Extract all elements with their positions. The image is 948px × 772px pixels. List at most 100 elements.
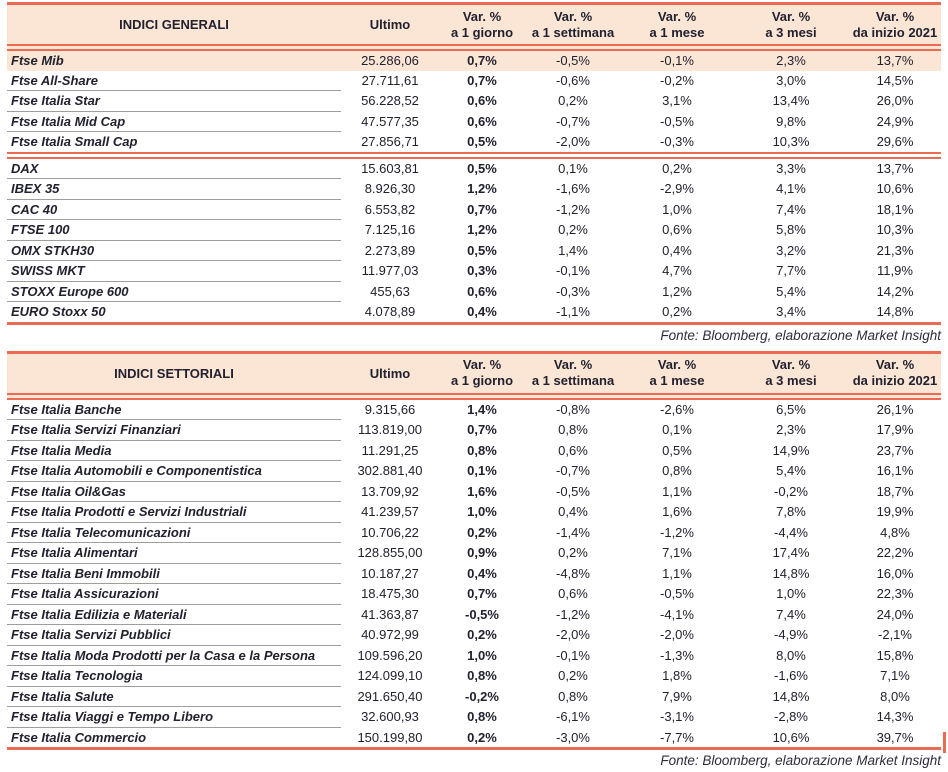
table-row: Ftse Italia Commercio 150.199,80 0,2% -3,0%… — [7, 727, 941, 749]
ultimo-cell: 7.125,16 — [364, 222, 416, 238]
var-1m-cell: -0,1% — [621, 51, 733, 71]
var-1w-cell: 0,4% — [558, 504, 588, 520]
var-1d-cell: 0,2% — [467, 524, 497, 540]
var-1m-cell: 7,1% — [662, 545, 692, 561]
ultimo-cell: 32.600,93 — [361, 709, 419, 725]
var-1m-cell: 0,6% — [662, 222, 692, 238]
var-1d-cell: 0,8% — [467, 709, 497, 725]
table-row: Ftse Italia Banche 9.315,66 1,4% -0,8% -2,6%… — [7, 399, 941, 420]
index-name-cell: STOXX Europe 600 — [7, 281, 341, 302]
var-3m-cell: 2,3% — [776, 422, 806, 438]
var-1w-cell: -4,8% — [556, 565, 590, 581]
var-1w-cell: 0,2% — [558, 93, 588, 109]
var-3m-cell: 7,4% — [776, 201, 806, 217]
var-1d-cell: 1,6% — [467, 483, 497, 499]
var-1m-cell: -2,0% — [660, 627, 694, 643]
var-1m-cell: 0,2% — [662, 161, 692, 176]
var-ytd-cell: 39,7% — [876, 729, 914, 745]
var-1d-cell: 0,7% — [467, 73, 497, 88]
var-1m-cell: -0,5% — [660, 586, 694, 602]
index-name-cell: Ftse Italia Media — [7, 440, 341, 461]
var-1m-cell: 1,6% — [662, 504, 692, 520]
source-note: Fonte: Bloomberg, elaborazione Market In… — [660, 753, 941, 768]
var-1d-cell: 0,6% — [467, 283, 497, 299]
var-1w-cell: -1,4% — [556, 524, 590, 540]
col-header-ultimo: Ultimo — [341, 352, 439, 393]
var-1w-cell: 0,8% — [558, 422, 588, 438]
var-3m-cell: -1,6% — [774, 668, 808, 684]
table-row: CAC 40 6.553,82 0,7% -1,2% 1,0% 7,4% 18,1% — [7, 199, 941, 220]
var-3m-cell: 4,1% — [776, 181, 806, 197]
var-ytd-cell: 14,3% — [876, 709, 914, 725]
var-ytd-cell: 14,8% — [876, 304, 914, 319]
var-1m-cell: -1,3% — [660, 647, 694, 663]
var-1d-cell: 0,4% — [467, 565, 497, 581]
var-ytd-cell: 18,1% — [876, 201, 914, 217]
var-ytd-cell: 19,9% — [876, 504, 914, 520]
indici-settoriali-header: INDICI SETTORIALI Ultimo Var. % a 1 giorn… — [7, 352, 941, 400]
var-ytd-cell: 13,7% — [876, 161, 914, 176]
col-header-var-1d: Var. % a 1 giorno — [439, 3, 525, 44]
table-row: Ftse Mib 25.286,06 0,7% -0,5% -0,1% 2,3% 13,7% — [7, 51, 941, 71]
index-name-cell: EURO Stoxx 50 — [11, 304, 106, 320]
index-name-cell: Ftse Italia Assicurazioni — [7, 583, 341, 605]
var-1d-cell: 0,5% — [467, 161, 497, 176]
indici-settoriali-table: INDICI SETTORIALI Ultimo Var. % a 1 giorn… — [7, 350, 941, 750]
col-header-var-3m: Var. % a 3 mesi — [733, 352, 849, 393]
header-divider — [7, 392, 941, 400]
var-1m-cell: -0,5% — [660, 113, 694, 129]
var-1w-cell: -1,2% — [556, 606, 590, 622]
var-1d-cell: 1,0% — [467, 647, 497, 663]
var-3m-cell: 17,4% — [772, 545, 810, 561]
var-ytd-cell: 21,3% — [876, 242, 914, 258]
index-name-cell: IBEX 35 — [7, 178, 341, 200]
table-row: Ftse Italia Servizi Finanziari 113.819,00… — [7, 419, 941, 441]
table-row: Ftse Italia Salute 291.650,40 -0,2% 0,8% 7,9… — [7, 686, 941, 707]
ultimo-cell: 15.603,81 — [361, 161, 419, 176]
var-1m-cell: 0,8% — [662, 463, 692, 479]
table-row: OMX STKH30 2.273,89 0,5% 1,4% 0,4% 3,2% 21,3% — [7, 240, 941, 261]
table-row: Ftse Italia Edilizia e Materiali 41.363,8… — [7, 604, 941, 625]
var-ytd-cell: 14,5% — [876, 73, 914, 88]
var-1m-cell: 1,1% — [662, 565, 692, 581]
table-title: INDICI SETTORIALI — [7, 352, 341, 393]
index-name-cell: Ftse Italia Commercio — [11, 729, 147, 745]
var-3m-cell: 14,8% — [772, 688, 810, 704]
ultimo-cell: 18.475,30 — [361, 586, 419, 602]
var-1d-cell: 1,2% — [467, 181, 497, 197]
var-ytd-cell: 26,0% — [876, 93, 914, 109]
col-header-var-1m: Var. % a 1 mese — [621, 3, 733, 44]
var-1m-cell: 7,9% — [662, 688, 692, 704]
var-1m-cell: -2,9% — [660, 181, 694, 197]
var-1w-cell: -2,0% — [556, 134, 590, 149]
index-name-cell: CAC 40 — [7, 199, 341, 220]
var-3m-cell: 6,5% — [776, 402, 806, 417]
table-row: STOXX Europe 600 455,63 0,6% -0,3% 1,2% 5,4% 1… — [7, 281, 941, 302]
index-name-cell: Ftse Italia Beni Immobili — [7, 563, 341, 584]
source-note: Fonte: Bloomberg, elaborazione Market In… — [660, 327, 941, 343]
var-1w-cell: -0,1% — [556, 263, 590, 279]
var-1d-cell: 0,5% — [467, 242, 497, 258]
var-3m-cell: 8,0% — [776, 647, 806, 663]
var-1w-cell: -1,2% — [556, 201, 590, 217]
var-ytd-cell: 14,2% — [876, 283, 914, 299]
table-row: Ftse Italia Telecomunicazioni 10.706,22 0,… — [7, 522, 941, 543]
var-3m-cell: 10,6% — [772, 729, 810, 745]
ultimo-cell: 25.286,06 — [341, 51, 439, 71]
var-1w-cell: 0,6% — [558, 586, 588, 602]
var-3m-cell: -0,2% — [774, 483, 808, 499]
var-1d-cell: 0,8% — [467, 442, 497, 458]
var-1d-cell: 0,8% — [467, 668, 497, 684]
var-3m-cell: 9,8% — [776, 113, 806, 129]
var-ytd-cell: 11,9% — [877, 263, 913, 279]
table-row: Ftse Italia Moda Prodotti per la Casa e … — [7, 645, 941, 666]
var-3m-cell: 13,4% — [772, 93, 810, 109]
ultimo-cell: 113.819,00 — [357, 422, 423, 438]
var-1d-cell: 0,1% — [467, 463, 497, 479]
ultimo-cell: 2.273,89 — [364, 242, 416, 258]
ultimo-cell: 8.926,30 — [364, 181, 416, 197]
var-1m-cell: 1,8% — [662, 668, 692, 684]
var-ytd-cell: 26,1% — [876, 402, 914, 417]
index-name-cell: Ftse Mib — [7, 51, 341, 71]
var-1m-cell: -4,1% — [660, 606, 694, 622]
